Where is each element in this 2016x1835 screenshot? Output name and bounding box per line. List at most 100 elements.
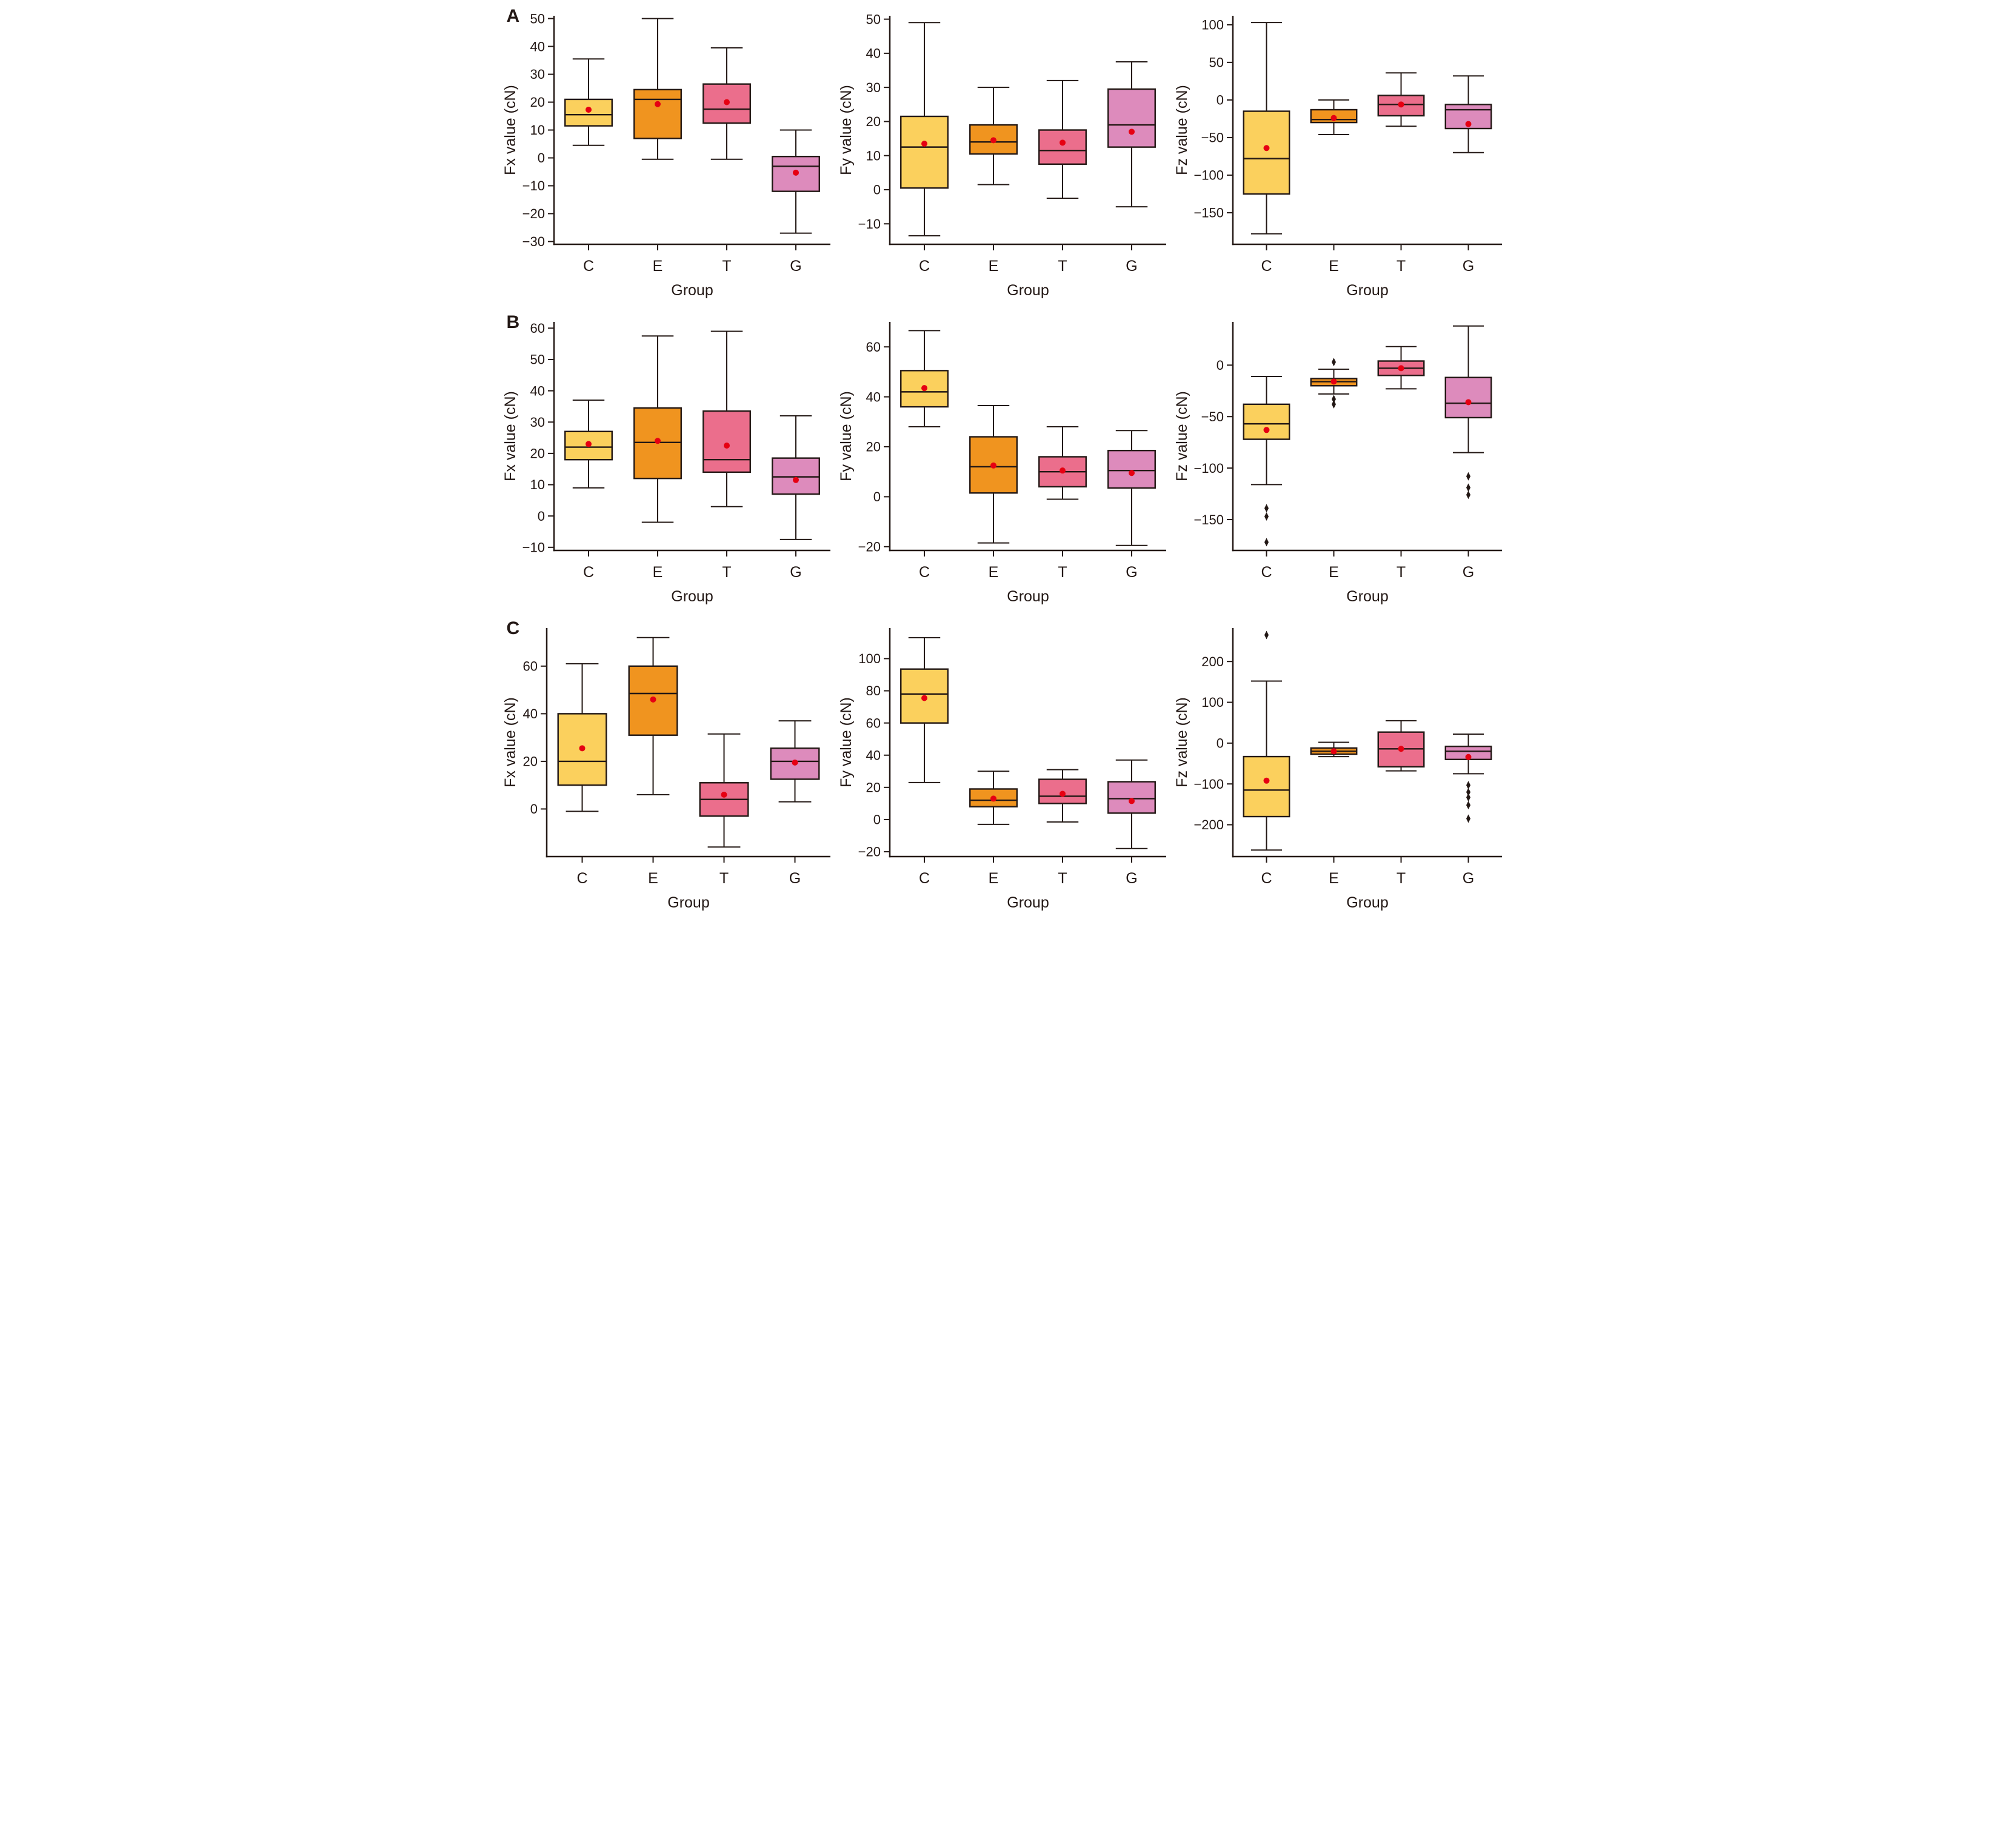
svg-text:T: T	[719, 870, 728, 887]
svg-text:Group: Group	[667, 894, 709, 911]
svg-text:T: T	[1396, 258, 1405, 275]
svg-text:G: G	[1126, 564, 1137, 581]
svg-text:50: 50	[530, 352, 544, 367]
svg-text:G: G	[1462, 258, 1474, 275]
svg-text:200: 200	[1201, 654, 1224, 669]
panel-a-fy-boxplot: −10 0 10 20 30 40 50 C E T G Group Fy value (cN)	[840, 12, 1166, 299]
svg-text:Fy value (cN): Fy value (cN)	[840, 391, 855, 481]
svg-text:Fy value (cN): Fy value (cN)	[840, 85, 855, 175]
svg-text:T: T	[722, 564, 731, 581]
svg-text:0: 0	[873, 812, 880, 827]
svg-text:−20: −20	[858, 540, 880, 555]
svg-text:Group: Group	[1346, 894, 1388, 911]
svg-text:C: C	[918, 258, 929, 275]
svg-text:G: G	[1126, 870, 1137, 887]
svg-text:Fz value (cN): Fz value (cN)	[1176, 85, 1190, 175]
svg-text:30: 30	[866, 80, 880, 95]
svg-text:−150: −150	[1193, 512, 1224, 527]
svg-text:100: 100	[858, 651, 881, 666]
svg-text:−100: −100	[1193, 168, 1224, 183]
svg-text:50: 50	[1209, 55, 1223, 70]
svg-text:T: T	[1396, 564, 1405, 581]
svg-text:Group: Group	[1007, 282, 1049, 299]
svg-text:E: E	[1329, 564, 1339, 581]
svg-text:−10: −10	[522, 540, 544, 555]
svg-text:G: G	[1126, 258, 1137, 275]
svg-text:40: 40	[530, 383, 544, 398]
svg-text:−150: −150	[1193, 206, 1224, 221]
svg-text:Group: Group	[1346, 588, 1388, 605]
svg-text:Group: Group	[671, 588, 713, 605]
svg-text:G: G	[1462, 564, 1474, 581]
svg-text:40: 40	[522, 706, 537, 721]
svg-text:Fx value (cN): Fx value (cN)	[504, 85, 519, 175]
svg-text:G: G	[789, 870, 800, 887]
row-label-c: C	[506, 618, 520, 638]
svg-text:20: 20	[522, 754, 537, 769]
svg-text:50: 50	[866, 12, 880, 27]
svg-text:60: 60	[530, 321, 544, 336]
svg-text:C: C	[576, 870, 587, 887]
svg-text:E: E	[1329, 258, 1339, 275]
svg-text:E: E	[652, 564, 663, 581]
svg-text:−10: −10	[522, 178, 544, 193]
svg-text:0: 0	[530, 801, 537, 817]
svg-text:30: 30	[530, 67, 544, 82]
svg-text:−20: −20	[858, 844, 880, 860]
svg-text:0: 0	[537, 509, 544, 524]
svg-text:C: C	[1261, 564, 1272, 581]
figure-row-b: B −10 0 10 20 30 40 50 60 C E T G Group Fx value (cN)…	[504, 309, 1512, 615]
svg-text:T: T	[722, 258, 731, 275]
svg-text:C: C	[1261, 870, 1272, 887]
panel-a-fx-boxplot: −30 −20 −10 0 10 20 30 40 50 C E T G Group Fx value (c…	[504, 11, 830, 299]
panel-b-fx-boxplot: −10 0 10 20 30 40 50 60 C E T G Group Fx value (cN)	[504, 321, 830, 605]
svg-text:E: E	[988, 564, 998, 581]
svg-text:G: G	[790, 258, 801, 275]
svg-text:C: C	[582, 564, 593, 581]
svg-text:−30: −30	[522, 234, 544, 249]
svg-text:E: E	[652, 258, 663, 275]
svg-text:−100: −100	[1193, 461, 1224, 476]
svg-text:T: T	[1058, 870, 1067, 887]
svg-text:80: 80	[866, 683, 880, 698]
svg-text:100: 100	[1201, 695, 1224, 710]
row-label-a: A	[506, 6, 520, 26]
svg-text:G: G	[790, 564, 801, 581]
svg-text:−50: −50	[1201, 130, 1223, 145]
svg-text:E: E	[988, 870, 998, 887]
svg-text:10: 10	[530, 477, 544, 492]
svg-text:20: 20	[866, 114, 880, 129]
svg-text:−100: −100	[1193, 777, 1224, 792]
svg-text:T: T	[1058, 258, 1067, 275]
svg-text:Fx value (cN): Fx value (cN)	[504, 697, 519, 787]
svg-text:Group: Group	[1007, 894, 1049, 911]
panel-c-fx-boxplot: 0 20 40 60 C E T G Group Fx value (cN)	[504, 628, 830, 911]
svg-text:40: 40	[866, 389, 880, 404]
panel-a-fz-boxplot: −150 −100 −50 0 50 100 C E T G Group Fz value (cN)	[1176, 16, 1502, 299]
figure-row-a: A −30 −20 −10 0 10 20 30 40 50 C E T G Group Fx value …	[504, 2, 1512, 309]
svg-text:20: 20	[866, 440, 880, 455]
svg-text:0: 0	[1216, 736, 1223, 751]
row-label-b: B	[506, 312, 520, 332]
svg-text:E: E	[648, 870, 658, 887]
svg-text:0: 0	[873, 489, 880, 504]
svg-text:C: C	[582, 258, 593, 275]
svg-text:40: 40	[866, 46, 880, 61]
svg-text:Fz value (cN): Fz value (cN)	[1176, 697, 1190, 787]
panel-c-fy-boxplot: −20 0 20 40 60 80 100 C E T G Group Fy value (cN)	[840, 628, 1166, 911]
svg-text:Fx value (cN): Fx value (cN)	[504, 391, 519, 481]
panel-c-fz-boxplot: −200 −100 0 100 200 C E T G Group Fz value (cN)	[1176, 628, 1502, 911]
svg-text:E: E	[1329, 870, 1339, 887]
svg-text:−20: −20	[522, 206, 544, 221]
boxplot-figure: A −30 −20 −10 0 10 20 30 40 50 C E T G Group Fx value …	[504, 0, 1512, 927]
svg-text:20: 20	[530, 446, 544, 461]
svg-text:C: C	[918, 870, 929, 887]
svg-text:0: 0	[1216, 93, 1223, 108]
svg-text:Group: Group	[1346, 282, 1388, 299]
svg-text:50: 50	[530, 11, 544, 26]
svg-text:G: G	[1462, 870, 1474, 887]
svg-text:T: T	[1058, 564, 1067, 581]
svg-text:0: 0	[537, 150, 544, 165]
svg-text:20: 20	[530, 95, 544, 110]
svg-text:60: 60	[866, 339, 880, 355]
